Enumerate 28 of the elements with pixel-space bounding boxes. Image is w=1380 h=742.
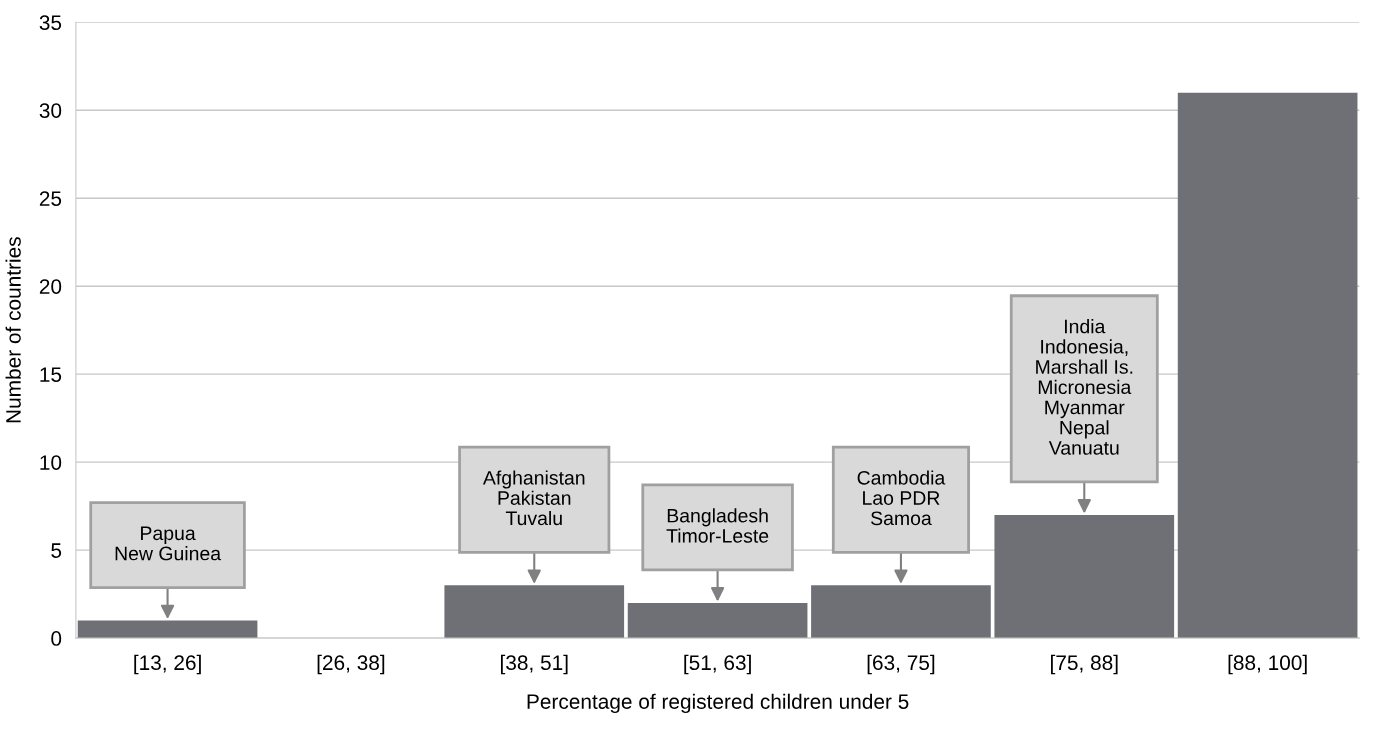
bar [994, 514, 1175, 639]
annotation: Bangladesh Timor-Leste [666, 508, 769, 543]
annotation: Cambodia Lao PDR Samoa [857, 470, 946, 526]
x-tick-label: [13, 26] [134, 654, 201, 675]
y-axis-title: Number of countries [5, 237, 21, 423]
x-tick-label: [51, 63] [684, 654, 751, 675]
y-tick-label: 30 [39, 103, 62, 118]
y-tick-label: 15 [40, 367, 62, 382]
y-tick-label: 20 [39, 279, 62, 294]
bar [444, 585, 625, 639]
x-tick-label: [63, 75] [867, 654, 935, 675]
y-tick-label: 35 [39, 15, 62, 31]
x-tick-label: [75, 88] [1051, 654, 1118, 675]
bar [627, 602, 808, 639]
x-tick-label: [26, 38] [317, 654, 385, 675]
annotation: India Indonesia, Marshall Is. Micronesia Myanmar Nepal Vanuatu [1036, 319, 1133, 455]
annotation: Afghanistan Pakistan Tuvalu [482, 470, 585, 526]
x-tick-label: [88, 100] [1228, 654, 1307, 675]
y-tick-label: 5 [51, 543, 62, 558]
y-tick-label: 25 [39, 191, 62, 206]
y-tick-label: 0 [51, 631, 62, 646]
x-tick-label: [38, 51] [501, 654, 568, 675]
annotation: Papua New Guinea [115, 526, 222, 561]
bar [77, 620, 258, 639]
y-tick-label: 10 [40, 455, 62, 470]
bar [811, 585, 991, 639]
bar [1177, 92, 1358, 639]
x-axis-title: Percentage of registered children under 5 [527, 693, 909, 714]
